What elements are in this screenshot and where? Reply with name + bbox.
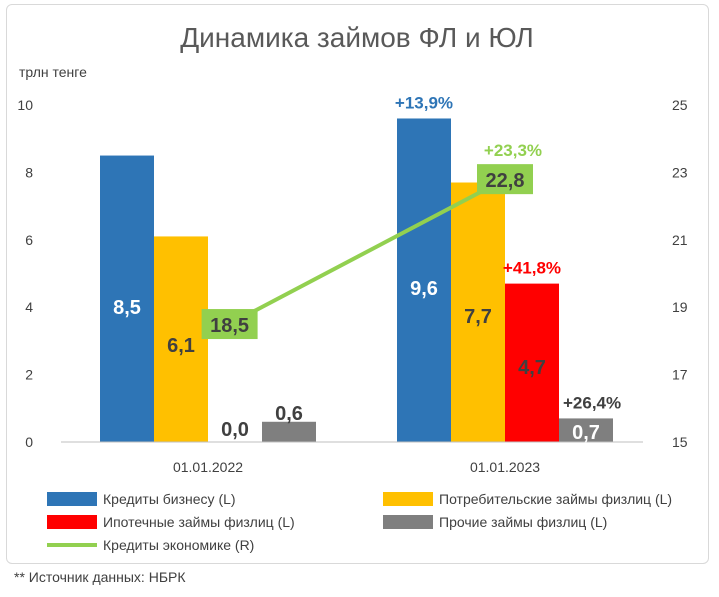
chart-title: Динамика займов ФЛ и ЮЛ (180, 22, 534, 53)
y-left-tick: 6 (25, 232, 33, 248)
legend-label: Кредиты бизнесу (L) (103, 491, 236, 507)
chart-svg: 18,5 22,8 +23,3% Динамика займов ФЛ и ЮЛ тр… (17, 22, 688, 553)
y-left-tick: 8 (25, 164, 33, 180)
line-growth-label: +23,3% (484, 141, 542, 160)
bar-growth-label: +26,4% (563, 393, 621, 412)
y-left-tick: 2 (25, 367, 33, 383)
y-right-tick: 19 (672, 299, 688, 315)
legend-label: Кредиты экономике (R) (103, 537, 254, 553)
bar-2-01.01.2022 (154, 236, 208, 442)
bar-4-01.01.2022 (262, 421, 316, 442)
bar-1-01.01.2022 (100, 155, 154, 443)
chart-card: 18,5 22,8 +23,3% Динамика займов ФЛ и ЮЛ тр… (6, 4, 709, 564)
line-economy-credits (227, 177, 507, 327)
line-point-box (477, 164, 533, 195)
legend-label: Ипотечные займы физлиц (L) (103, 514, 295, 530)
y-right-tick: 23 (672, 164, 688, 180)
bar-growth-label: +13,9% (395, 93, 453, 112)
legend-label: Потребительские займы физлиц (L) (439, 491, 672, 507)
legend-label: Прочие займы физлиц (L) (439, 514, 607, 530)
bar-value-label: 4,7 (518, 357, 546, 379)
bar-value-label: 0,7 (572, 422, 600, 444)
bar-4-01.01.2023 (559, 418, 613, 442)
y-left-tick: 10 (17, 97, 33, 113)
bar-1-01.01.2023 (397, 118, 451, 442)
legend-swatch (383, 492, 433, 506)
line-value-label: 22,8 (486, 170, 525, 192)
bar-value-label: 0,6 (275, 403, 303, 425)
source-footnote: ** Источник данных: НБРК (14, 569, 186, 585)
bar-growth-label: +41,8% (503, 259, 561, 278)
bar-value-label: 7,7 (464, 306, 492, 328)
bar-value-label: 8,5 (113, 297, 141, 319)
x-tick-label: 01.01.2022 (173, 459, 243, 475)
x-tick-label: 01.01.2023 (470, 459, 540, 475)
y-left-tick: 0 (25, 434, 33, 450)
bar-2-01.01.2023 (451, 182, 505, 442)
bar-value-label: 6,1 (167, 335, 195, 357)
bar-value-label: 0,0 (221, 419, 249, 441)
legend-swatch (383, 515, 433, 529)
line-value-label: 18,5 (210, 315, 249, 337)
line-point-box (201, 309, 258, 340)
y-right-tick: 25 (672, 97, 688, 113)
y-left-unit: трлн тенге (19, 64, 87, 80)
legend-swatch (47, 492, 97, 506)
y-right-tick: 17 (672, 367, 688, 383)
bar-value-label: 9,6 (410, 278, 438, 300)
y-right-tick: 21 (672, 232, 688, 248)
bar-3-01.01.2023 (505, 283, 559, 442)
y-left-tick: 4 (25, 299, 33, 315)
legend-swatch (47, 515, 97, 529)
y-right-tick: 15 (672, 434, 688, 450)
